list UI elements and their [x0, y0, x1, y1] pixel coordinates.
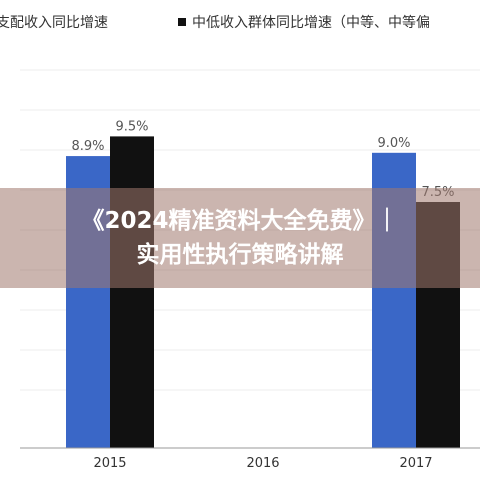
banner-line-2: 实用性执行策略讲解	[136, 242, 344, 268]
bar-series2-2015	[110, 136, 154, 448]
legend-label-1: 可支配收入同比增速	[0, 15, 108, 31]
x-tick-label-2017: 2017	[399, 456, 432, 471]
legend-item-2: 中低收入群体同比增速（中等、中等偏	[178, 12, 430, 32]
banner-line-1: 《2024精准资料大全免费》｜	[81, 208, 399, 234]
x-tick-label-2016: 2016	[246, 456, 279, 471]
legend: 可支配收入同比增速 中低收入群体同比增速（中等、中等偏	[0, 12, 480, 34]
legend-item-1: 可支配收入同比增速	[0, 12, 108, 32]
data-label-series2-2015: 9.5%	[115, 119, 148, 134]
x-tick-label-2015: 2015	[93, 456, 126, 471]
data-label-series1-2017: 9.0%	[377, 136, 410, 151]
data-label-series1-2015: 8.9%	[71, 139, 104, 154]
bar-layer	[66, 136, 460, 449]
legend-swatch-2	[178, 18, 186, 26]
x-tick-labels: 2015 2016 2017	[93, 456, 432, 471]
title-banner: 《2024精准资料大全免费》｜ 实用性执行策略讲解	[0, 188, 480, 288]
legend-label-2: 中低收入群体同比增速（中等、中等偏	[192, 15, 430, 31]
